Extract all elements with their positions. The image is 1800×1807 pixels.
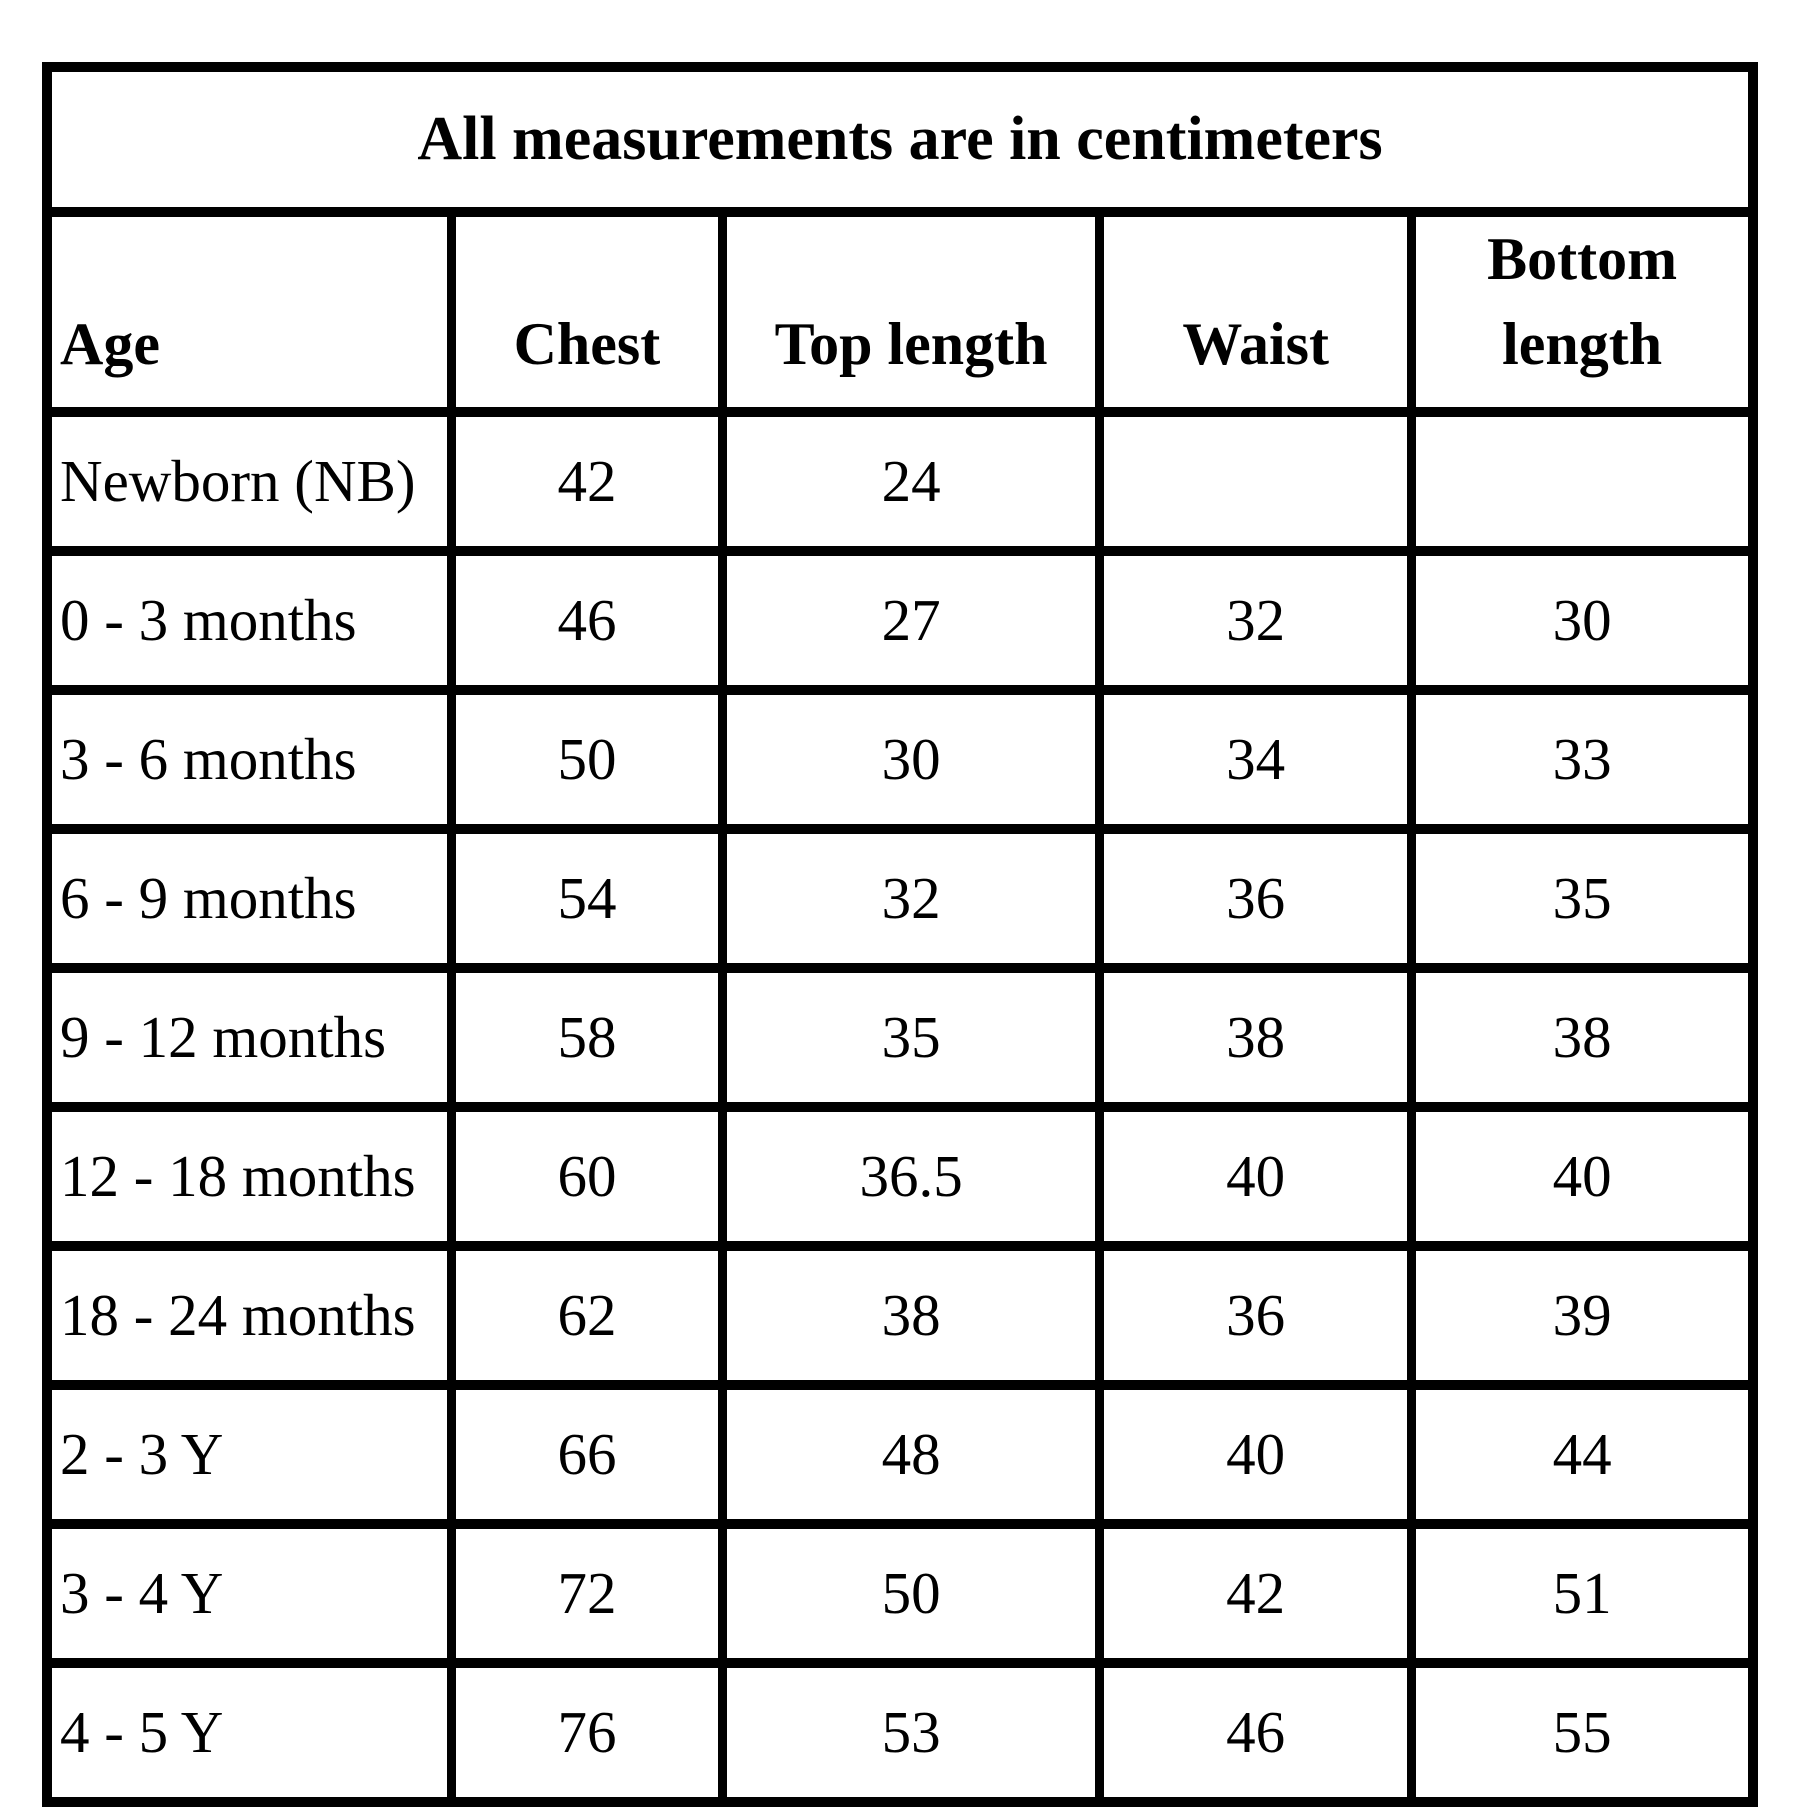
age-cell: 2 - 3 Y: [42, 1380, 456, 1530]
table-row: 9 - 12 months 58 35 38 38: [42, 963, 1758, 1113]
waist-cell: [1095, 407, 1417, 557]
bottom-length-cell: 40: [1407, 1102, 1758, 1252]
column-header-waist: Waist: [1095, 206, 1417, 418]
age-cell: 6 - 9 months: [42, 824, 456, 974]
column-header-bottom-length: Bottom length: [1407, 206, 1758, 418]
column-header-age: Age: [42, 206, 456, 418]
chest-cell: 50: [446, 685, 728, 835]
top-length-cell: 38: [718, 1241, 1105, 1391]
top-length-cell: 53: [718, 1658, 1105, 1807]
bottom-length-cell: 33: [1407, 685, 1758, 835]
top-length-cell: 35: [718, 963, 1105, 1113]
table-row: Newborn (NB) 42 24: [42, 407, 1758, 557]
table-row: 2 - 3 Y 66 48 40 44: [42, 1380, 1758, 1530]
table-row: 3 - 4 Y 72 50 42 51: [42, 1519, 1758, 1669]
waist-cell: 32: [1095, 546, 1417, 696]
age-cell: 3 - 4 Y: [42, 1519, 456, 1669]
age-cell: 12 - 18 months: [42, 1102, 456, 1252]
age-cell: 18 - 24 months: [42, 1241, 456, 1391]
chest-cell: 66: [446, 1380, 728, 1530]
bottom-length-cell: 30: [1407, 546, 1758, 696]
age-cell: 0 - 3 months: [42, 546, 456, 696]
bottom-length-cell: [1407, 407, 1758, 557]
table-row: 3 - 6 months 50 30 34 33: [42, 685, 1758, 835]
bottom-length-cell: 51: [1407, 1519, 1758, 1669]
bottom-length-cell: 38: [1407, 963, 1758, 1113]
waist-cell: 40: [1095, 1102, 1417, 1252]
table-title: All measurements are in centimeters: [42, 62, 1758, 217]
age-cell: 3 - 6 months: [42, 685, 456, 835]
chest-cell: 72: [446, 1519, 728, 1669]
table-row: 18 - 24 months 62 38 36 39: [42, 1241, 1758, 1391]
top-length-cell: 50: [718, 1519, 1105, 1669]
waist-cell: 42: [1095, 1519, 1417, 1669]
waist-cell: 38: [1095, 963, 1417, 1113]
waist-cell: 36: [1095, 824, 1417, 974]
table-row: 6 - 9 months 54 32 36 35: [42, 824, 1758, 974]
bottom-length-cell: 55: [1407, 1658, 1758, 1807]
table-row: 0 - 3 months 46 27 32 30: [42, 546, 1758, 696]
chest-cell: 46: [446, 546, 728, 696]
chest-cell: 58: [446, 963, 728, 1113]
waist-cell: 34: [1095, 685, 1417, 835]
top-length-cell: 24: [718, 407, 1105, 557]
waist-cell: 40: [1095, 1380, 1417, 1530]
top-length-cell: 36.5: [718, 1102, 1105, 1252]
bottom-length-cell: 35: [1407, 824, 1758, 974]
top-length-cell: 27: [718, 546, 1105, 696]
table-row: 12 - 18 months 60 36.5 40 40: [42, 1102, 1758, 1252]
header-row: Age Chest Top length Waist Bottom length: [42, 206, 1758, 418]
age-cell: Newborn (NB): [42, 407, 456, 557]
chest-cell: 42: [446, 407, 728, 557]
bottom-length-cell: 44: [1407, 1380, 1758, 1530]
bottom-length-cell: 39: [1407, 1241, 1758, 1391]
chest-cell: 76: [446, 1658, 728, 1807]
size-chart-table: All measurements are in centimeters Age …: [42, 62, 1758, 1807]
top-length-cell: 30: [718, 685, 1105, 835]
title-row: All measurements are in centimeters: [42, 62, 1758, 217]
chest-cell: 62: [446, 1241, 728, 1391]
chest-cell: 54: [446, 824, 728, 974]
column-header-top-length: Top length: [718, 206, 1105, 418]
table-row: 4 - 5 Y 76 53 46 55: [42, 1658, 1758, 1807]
chest-cell: 60: [446, 1102, 728, 1252]
age-cell: 9 - 12 months: [42, 963, 456, 1113]
top-length-cell: 48: [718, 1380, 1105, 1530]
waist-cell: 46: [1095, 1658, 1417, 1807]
column-header-chest: Chest: [446, 206, 728, 418]
top-length-cell: 32: [718, 824, 1105, 974]
waist-cell: 36: [1095, 1241, 1417, 1391]
age-cell: 4 - 5 Y: [42, 1658, 456, 1807]
table-body: Newborn (NB) 42 24 0 - 3 months 46 27 32…: [42, 407, 1758, 1807]
